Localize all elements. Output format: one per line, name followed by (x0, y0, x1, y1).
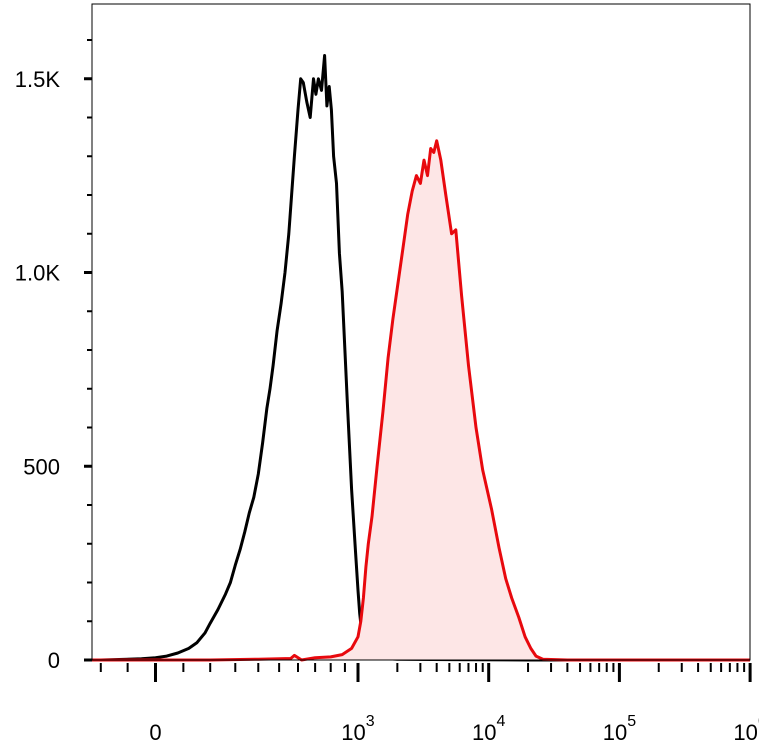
x-tick-label: 106 (733, 713, 759, 745)
series-2-area (92, 140, 750, 661)
x-tick-label-exponent: 5 (627, 713, 636, 730)
y-tick-label: 1.0K (15, 261, 61, 286)
x-tick-label: 105 (603, 713, 636, 745)
x-tick-label-exponent: 6 (758, 713, 759, 730)
x-tick-label: 103 (341, 713, 374, 745)
x-axis: 0103104105106 (99, 663, 759, 745)
x-tick-label-base: 10 (603, 720, 627, 745)
x-tick-label-exponent: 3 (366, 713, 375, 730)
x-tick-label-base: 0 (149, 720, 161, 745)
series-1-line (92, 54, 750, 662)
series-2-line (92, 139, 750, 662)
x-tick-label-base: 10 (472, 720, 496, 745)
plot-frame (91, 3, 751, 661)
x-tick-label-exponent: 4 (496, 713, 505, 730)
x-tick-label-base: 10 (341, 720, 365, 745)
y-tick-label: 0 (48, 648, 60, 673)
x-tick-label-base: 10 (733, 720, 757, 745)
y-tick-label: 1.5K (15, 67, 61, 92)
y-tick-label: 500 (23, 454, 60, 479)
series-layer (92, 54, 750, 662)
x-tick-label: 104 (472, 713, 505, 745)
y-axis: 0 500 1.0K 1.5K (15, 39, 92, 673)
x-tick-label: 0 (149, 720, 161, 745)
